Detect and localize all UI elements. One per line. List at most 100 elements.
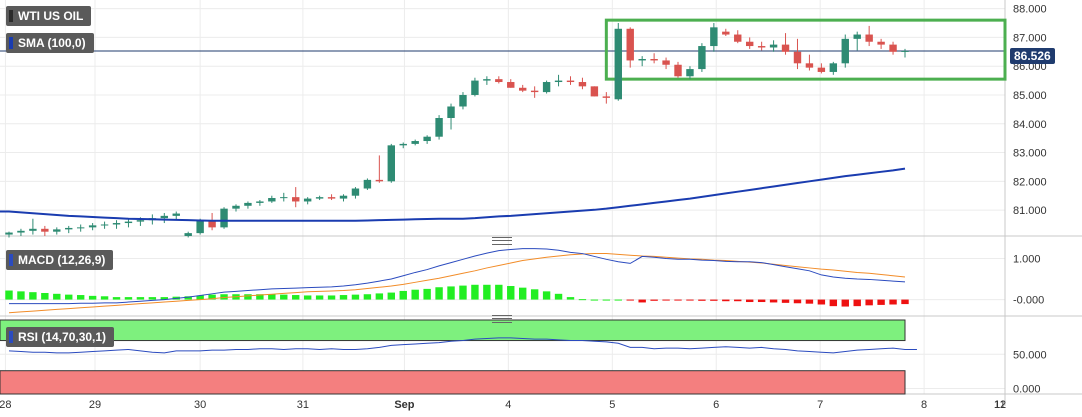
rsi-oversold-zone — [0, 370, 906, 395]
macd-histogram-bar — [124, 297, 133, 300]
macd-histogram-bar — [17, 291, 25, 300]
macd-histogram-bar — [184, 296, 192, 300]
macd-histogram-bar — [148, 297, 157, 300]
candle-body — [53, 229, 61, 232]
macd-histogram-bar — [901, 299, 909, 305]
candle-body — [220, 208, 228, 228]
instrument-badge[interactable]: WTI US OIL — [6, 6, 92, 26]
macd-histogram-bar — [268, 294, 276, 300]
macd-histogram-bar — [447, 286, 455, 300]
macd-histogram-bar — [160, 297, 169, 300]
instrument-swatch — [9, 10, 13, 22]
rsi-layer[interactable] — [8, 337, 917, 354]
macd-histogram-bar — [423, 288, 431, 300]
rsi-label: RSI (14,70,30,1) — [18, 330, 107, 344]
macd-histogram-bar — [507, 286, 515, 300]
candle-body — [41, 228, 49, 232]
instrument-label: WTI US OIL — [18, 9, 84, 23]
macd-layer[interactable] — [5, 248, 909, 314]
macd-histogram-bar — [805, 299, 814, 304]
y-tick-label: 81.000 — [1013, 205, 1047, 217]
macd-histogram-bar — [710, 299, 718, 301]
macd-histogram-bar — [793, 299, 802, 304]
sma-badge[interactable]: SMA (100,0) — [6, 33, 94, 53]
candle-body — [244, 202, 252, 206]
x-tick-label: 6 — [713, 399, 719, 411]
rsi-badge[interactable]: RSI (14,70,30,1) — [6, 327, 115, 347]
x-tick-label: 29 — [89, 399, 101, 411]
candle-body — [375, 179, 384, 182]
candle-body — [757, 46, 766, 48]
candle-body — [160, 215, 169, 219]
macd-histogram-bar — [686, 299, 694, 301]
y-tick-label: 82.000 — [1013, 176, 1047, 188]
candle-body — [722, 31, 730, 35]
x-tick-label: 5 — [609, 399, 615, 411]
candle-body — [662, 60, 670, 65]
rsi-line — [8, 337, 917, 354]
candle-body — [769, 44, 778, 48]
last-price-tag: 86.526 — [1010, 48, 1055, 64]
macd-histogram-bar — [244, 294, 252, 300]
x-tick-label: 30 — [194, 399, 206, 411]
panel-resize-handle-rsi[interactable] — [492, 315, 512, 323]
macd-histogram-bar — [590, 299, 599, 301]
candle-body — [363, 179, 372, 189]
macd-histogram-bar — [614, 299, 622, 301]
macd-histogram-bar — [638, 299, 646, 303]
candle-body — [602, 96, 611, 98]
macd-histogram-bar — [100, 296, 109, 300]
macd-histogram-bar — [650, 299, 658, 301]
candle-body — [686, 69, 694, 77]
macd-swatch — [9, 254, 13, 266]
macd-histogram-bar — [220, 294, 228, 300]
candle-body — [435, 118, 443, 137]
macd-histogram-bar — [877, 299, 885, 305]
macd-histogram-bar — [554, 293, 563, 300]
y-tick-label: 84.000 — [1013, 119, 1047, 131]
candle-body — [268, 198, 276, 202]
macd-histogram-bar — [519, 287, 527, 300]
candle-body — [710, 27, 718, 47]
macd-histogram-bar — [889, 299, 897, 305]
candle-body — [865, 34, 873, 42]
y-tick-label: 85.000 — [1013, 90, 1047, 102]
macd-histogram-bar — [53, 293, 61, 300]
macd-histogram-bar — [530, 289, 539, 300]
macd-badge[interactable]: MACD (12,26,9) — [6, 250, 114, 270]
macd-tick-label: 1.000 — [1013, 253, 1041, 265]
macd-histogram-bar — [542, 291, 551, 300]
candle-body — [459, 94, 467, 107]
y-tick-label: 83.000 — [1013, 148, 1047, 160]
macd-histogram-bar — [566, 297, 575, 300]
macd-histogram-bar — [853, 299, 861, 307]
macd-histogram-bar — [363, 294, 372, 300]
candle-body — [112, 223, 121, 225]
candle-body — [315, 197, 324, 199]
macd-histogram-bar — [315, 295, 324, 300]
macd-histogram-bar — [698, 299, 706, 301]
macd-line — [9, 248, 906, 305]
macd-tick-label: -0.000 — [1013, 295, 1044, 307]
macd-histogram-bar — [471, 284, 479, 300]
macd-histogram-bar — [387, 292, 395, 300]
x-tick-label: 8 — [921, 399, 927, 411]
x-tick-label: 4 — [505, 399, 511, 411]
candle-body — [793, 51, 802, 64]
panel-frames — [0, 0, 1082, 406]
macd-histogram-bar — [435, 287, 443, 300]
macd-histogram-bar — [829, 299, 838, 307]
candle-body — [507, 82, 515, 88]
candle-body — [256, 201, 264, 203]
macd-histogram-bar — [399, 290, 407, 300]
macd-histogram-bar — [483, 284, 491, 300]
panel-resize-handle-macd[interactable] — [492, 237, 512, 245]
x-tick-label: 31 — [297, 399, 309, 411]
candle-body — [196, 221, 204, 234]
candle-body — [542, 82, 551, 93]
candle-body — [280, 197, 288, 199]
rsi-overbought-zone — [0, 319, 906, 342]
rsi-tick-label: 50.000 — [1013, 349, 1047, 361]
candles-layer[interactable] — [5, 23, 909, 238]
